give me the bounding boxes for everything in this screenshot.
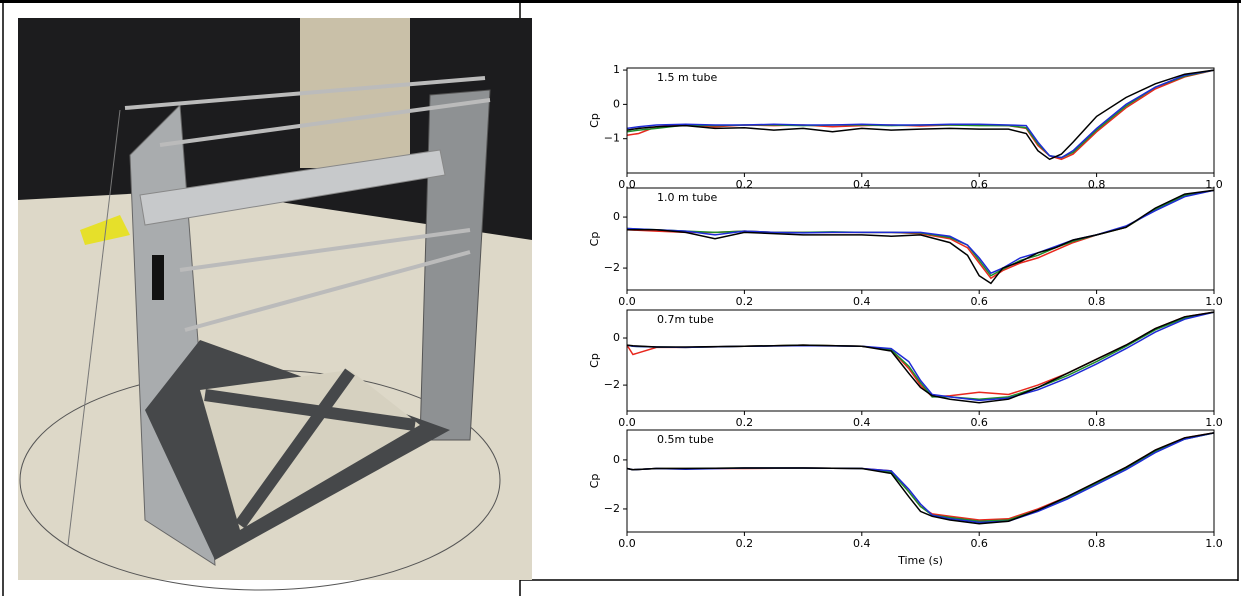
x-tick-label: 1.0 [1205,416,1223,429]
x-tick-label: 0.4 [853,416,871,429]
data-line [626,432,1215,524]
plot-frame [626,67,1215,174]
y-tick-label: 1 [613,63,620,76]
y-tick-label: 0 [613,331,620,344]
plot-frame [626,187,1215,291]
x-tick-label: 0.6 [970,295,988,308]
photo [18,18,532,591]
x-tick-label: 0.8 [1088,416,1106,429]
x-tick-label: 0.0 [618,295,636,308]
annotation: 0.7m tube [657,313,714,326]
data-line [626,69,1215,159]
data-line [626,311,1215,404]
annotation: 0.5m tube [657,433,714,446]
x-tick-label: 0.0 [618,416,636,429]
x-tick-label: 0.0 [618,537,636,550]
data-line [626,432,1215,525]
data-line [627,189,1215,285]
plot-frame [626,309,1215,412]
x-tick-label: 0.8 [1088,178,1106,191]
plot-frame [626,429,1215,533]
x-tick-label: 0.6 [970,416,988,429]
x-tick-label: 0.4 [853,178,871,191]
y-axis-label: Cp [588,232,601,247]
x-tick-label: 0.2 [736,295,754,308]
x-tick-label: 0.4 [853,537,871,550]
y-axis-label: Cp [588,474,601,489]
x-tick-label: 0.2 [736,416,754,429]
x-tick-label: 1.0 [1205,295,1223,308]
x-axis-label: Time (s) [897,554,943,567]
y-tick-label: 0 [613,210,620,223]
y-tick-label: −2 [604,378,620,391]
data-line [626,69,1215,161]
x-tick-label: 0.8 [1088,537,1106,550]
y-axis-label: Cp [588,353,601,368]
x-tick-label: 1.0 [1205,537,1223,550]
data-line [626,432,1215,522]
y-axis-label: Cp [588,113,601,128]
y-tick-label: −1 [604,132,620,145]
data-line [626,311,1215,398]
y-tick-label: 0 [613,97,620,110]
y-tick-label: −2 [604,502,620,515]
x-tick-label: 0.6 [970,537,988,550]
x-tick-label: 0.2 [736,178,754,191]
x-tick-label: 0.8 [1088,295,1106,308]
y-tick-label: 0 [613,453,620,466]
y-tick-label: −2 [604,261,620,274]
annotation: 1.0 m tube [657,191,717,204]
x-tick-label: 0.4 [853,295,871,308]
x-tick-label: 0.2 [736,537,754,550]
x-tick-label: 0.6 [970,178,988,191]
annotation: 1.5 m tube [657,71,717,84]
